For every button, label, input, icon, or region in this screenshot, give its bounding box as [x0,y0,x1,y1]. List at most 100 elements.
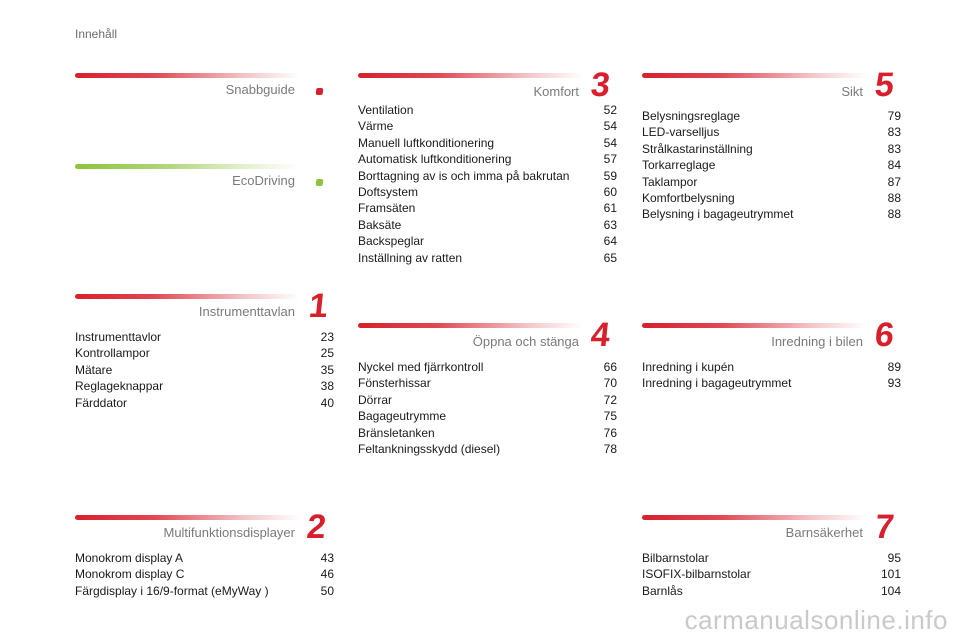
toc-entry[interactable]: Belysning i bagageutrymmet 88 [642,206,901,222]
section-divider [75,294,300,299]
toc-entry[interactable]: Instrumenttavlor 23 [75,329,334,345]
toc-entry-label: Borttagning av is och imma på bakrutan [358,168,570,183]
toc-entry[interactable]: Backspeglar 64 [358,233,617,249]
toc-entry[interactable]: Doftsystem 60 [358,184,617,200]
toc-entry[interactable]: Monokrom display A 43 [75,550,334,566]
toc-entry[interactable]: Fönsterhissar 70 [358,375,617,391]
toc-list: Instrumenttavlor 23 Kontrollampor 25 Mätare 3… [75,329,334,411]
toc-entry-page: 65 [603,250,617,265]
toc-entry[interactable]: Taklampor 87 [642,174,901,190]
toc-entry-label: Belysning i bagageutrymmet [642,207,794,222]
toc-entry-page: 64 [603,234,617,249]
toc-entry[interactable]: LED-varselljus 83 [642,124,901,140]
toc-entry-page: 57 [603,152,617,167]
page-title: Innehåll [75,27,118,41]
section-number: 6 [873,316,896,354]
toc-entry-page: 38 [320,379,334,394]
toc-list: Inredning i kupén 89 Inredning i bagageutr… [642,359,901,392]
section-number: 3 [589,66,612,104]
toc-entry-label: Inställning av ratten [358,250,463,265]
section-divider [358,323,583,328]
toc-entry-label: Bilbarnstolar [642,551,709,565]
toc-entry[interactable]: Kontrollampor 25 [75,345,334,361]
toc-entry-label: ISOFIX-bilbarnstolar [642,567,751,582]
toc-entry[interactable]: Bagageutrymme 75 [358,408,617,424]
section-title[interactable]: Öppna och stänga [472,334,579,349]
toc-entry[interactable]: Inställning av ratten 65 [358,250,617,266]
toc-entry-page: 72 [603,392,617,407]
toc-entry-page: 52 [603,103,617,117]
toc-entry-page: 76 [603,425,617,440]
toc-entry-label: Strålkastarinställning [642,141,753,156]
section-title[interactable]: Komfort [533,84,579,99]
section-divider [75,515,300,520]
toc-entry-label: Nyckel med fjärrkontroll [358,360,484,374]
toc-entry-label: Kontrollampor [75,346,150,361]
watermark: carmanualsonline.info [684,605,948,635]
toc-entry[interactable]: Färddator 40 [75,395,334,411]
toc-entry-label: Manuell luftkonditionering [358,135,495,150]
toc-entry[interactable]: Strålkastarinställning 83 [642,141,901,157]
toc-entry-label: Värme [358,119,394,134]
toc-entry[interactable]: Baksäte 63 [358,217,617,233]
toc-entry-label: Komfortbelysning [642,190,735,205]
toc-entry[interactable]: Inredning i bagageutrymmet 93 [642,375,901,391]
toc-list: Bilbarnstolar 95 ISOFIX-bilbarnstolar 101 Ba… [642,550,901,599]
toc-entry-label: Monokrom display A [75,551,184,565]
toc-entry[interactable]: Barnlås 104 [642,583,901,599]
section-number: 7 [873,508,896,546]
toc-entry-label: Ventilation [358,103,414,117]
toc-entry-page: 79 [887,109,901,123]
section-number: 2 [305,508,328,546]
toc-entry[interactable]: Inredning i kupén 89 [642,359,901,375]
toc-entry-page: 95 [887,551,901,565]
toc-entry-page: 101 [880,567,901,582]
toc-entry[interactable]: Framsäten 61 [358,200,617,216]
section-title[interactable]: EcoDriving [232,173,295,188]
toc-entry[interactable]: Färgdisplay i 16/9-format (eMyWay ) 50 [75,583,334,599]
toc-entry-label: Framsäten [358,201,416,216]
section-divider [642,515,867,520]
toc-entry-page: 87 [887,174,901,189]
toc-entry[interactable]: Borttagning av is och imma på bakrutan 59 [358,168,617,184]
toc-entry[interactable]: Värme 54 [358,118,617,134]
toc-entry[interactable]: Komfortbelysning 88 [642,190,901,206]
toc-entry-page: 84 [887,158,901,173]
toc-entry[interactable]: Monokrom display C 46 [75,566,334,582]
toc-entry-page: 93 [887,376,901,391]
toc-entry[interactable]: Belysningsreglage 79 [642,108,901,124]
toc-entry[interactable]: Feltankningsskydd (diesel) 78 [358,441,617,457]
toc-entry-label: Inredning i bagageutrymmet [642,376,792,391]
toc-entry-page: 88 [887,190,901,205]
toc-entry-label: Automatisk luftkonditionering [358,152,512,167]
toc-entry-page: 61 [603,201,617,216]
toc-entry-label: Bagageutrymme [358,409,447,424]
toc-entry-page: 40 [320,395,334,410]
toc-entry-page: 83 [887,141,901,156]
section-title[interactable]: Inredning i bilen [771,334,863,349]
toc-entry[interactable]: Nyckel med fjärrkontroll 66 [358,359,617,375]
toc-entry-page: 75 [603,409,617,424]
section-title[interactable]: Instrumenttavlan [198,304,295,319]
toc-entry[interactable]: Dörrar 72 [358,392,617,408]
toc-entry[interactable]: Automatisk luftkonditionering 57 [358,151,617,167]
toc-entry-label: Instrumenttavlor [75,330,162,344]
toc-entry[interactable]: Bilbarnstolar 95 [642,550,901,566]
toc-entry[interactable]: Bränsletanken 76 [358,425,617,441]
toc-entry-label: Barnlås [642,583,683,598]
toc-entry-label: Torkarreglage [642,158,716,173]
toc-entry[interactable]: Manuell luftkonditionering 54 [358,135,617,151]
toc-entry[interactable]: Mätare 35 [75,362,334,378]
toc-entry[interactable]: Ventilation 52 [358,102,617,118]
section-title[interactable]: Multifunktionsdisplayer [163,525,295,540]
toc-entry-page: 43 [320,551,334,565]
toc-entry-page: 35 [320,362,334,377]
toc-entry-label: LED-varselljus [642,125,720,140]
toc-entry[interactable]: ISOFIX-bilbarnstolar 101 [642,566,901,582]
toc-entry[interactable]: Reglageknappar 38 [75,378,334,394]
section-title[interactable]: Barnsäkerhet [785,525,863,540]
section-title[interactable]: Snabbguide [225,82,295,97]
toc-entry[interactable]: Torkarreglage 84 [642,157,901,173]
section-title[interactable]: Sikt [841,84,863,99]
toc-entry-label: Taklampor [642,174,698,189]
